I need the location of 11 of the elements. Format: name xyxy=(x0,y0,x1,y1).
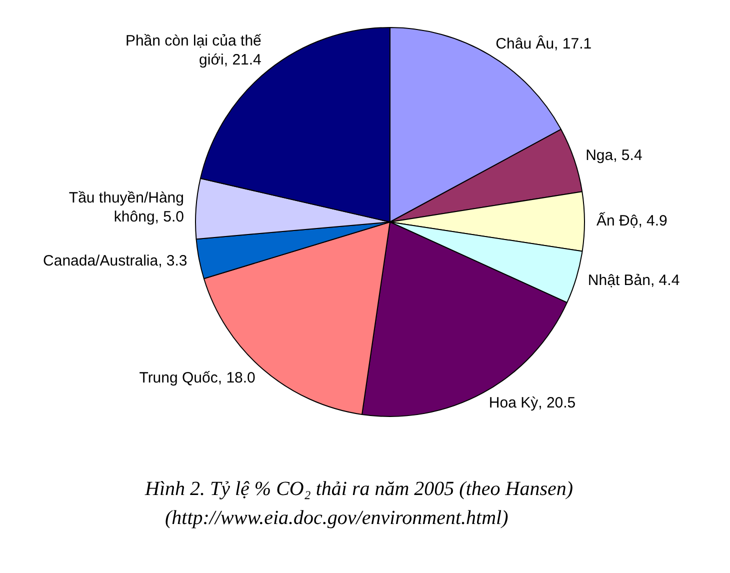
slice-label: Hoa Kỳ, 20.5 xyxy=(488,394,576,412)
slice-label: Ấn Độ, 4.9 xyxy=(596,211,668,230)
slice-label: Phần còn lại của thế giới, 21.4 xyxy=(125,32,262,69)
slice-label: Tầu thuyền/Hàng không, 5.0 xyxy=(68,189,184,226)
slice-label: Nga, 5.4 xyxy=(586,146,642,164)
slice-label: Canada/Australia, 3.3 xyxy=(43,252,188,270)
slice-label: Nhật Bản, 4.4 xyxy=(588,272,680,289)
text: Hình 2. Tỷ lệ % CO₂ thải ra năm 2005 (theo Hansen) xyxy=(144,478,574,501)
slice-label: Trung Quốc, 18.0 xyxy=(139,370,256,387)
slice-label: Châu Âu, 17.1 xyxy=(496,34,592,53)
text: (http://www.eia.doc.gov/environment.html) xyxy=(164,507,510,530)
